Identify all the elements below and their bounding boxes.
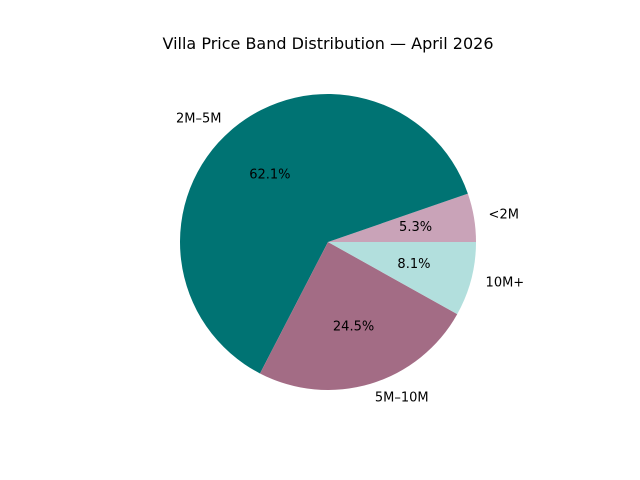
slice-percent-lt-2m: 5.3% <box>399 220 432 235</box>
pie-slice-5m-10m <box>259 242 458 390</box>
pie-slice-2m-5m <box>179 93 468 374</box>
slice-percent-5m-10m: 24.5% <box>333 320 374 335</box>
slice-percent-10m-plus: 8.1% <box>397 257 430 272</box>
pie-slices <box>179 93 476 390</box>
pie-slice-lt-2m <box>328 193 476 242</box>
pie-labels: <2M 5.3% 2M–5M 62.1% 5M–10M 24.5% 10M+ 8.1% <box>176 111 524 405</box>
pie-slice-10m-plus <box>328 242 476 315</box>
slice-label-10m-plus: 10M+ <box>486 275 525 290</box>
slice-percent-2m-5m: 62.1% <box>249 167 290 182</box>
slice-label-5m-10m: 5M–10M <box>375 390 429 405</box>
slice-label-lt-2m: <2M <box>489 208 519 223</box>
slice-label-2m-5m: 2M–5M <box>176 111 221 126</box>
chart-title: Villa Price Band Distribution — April 20… <box>163 34 494 53</box>
